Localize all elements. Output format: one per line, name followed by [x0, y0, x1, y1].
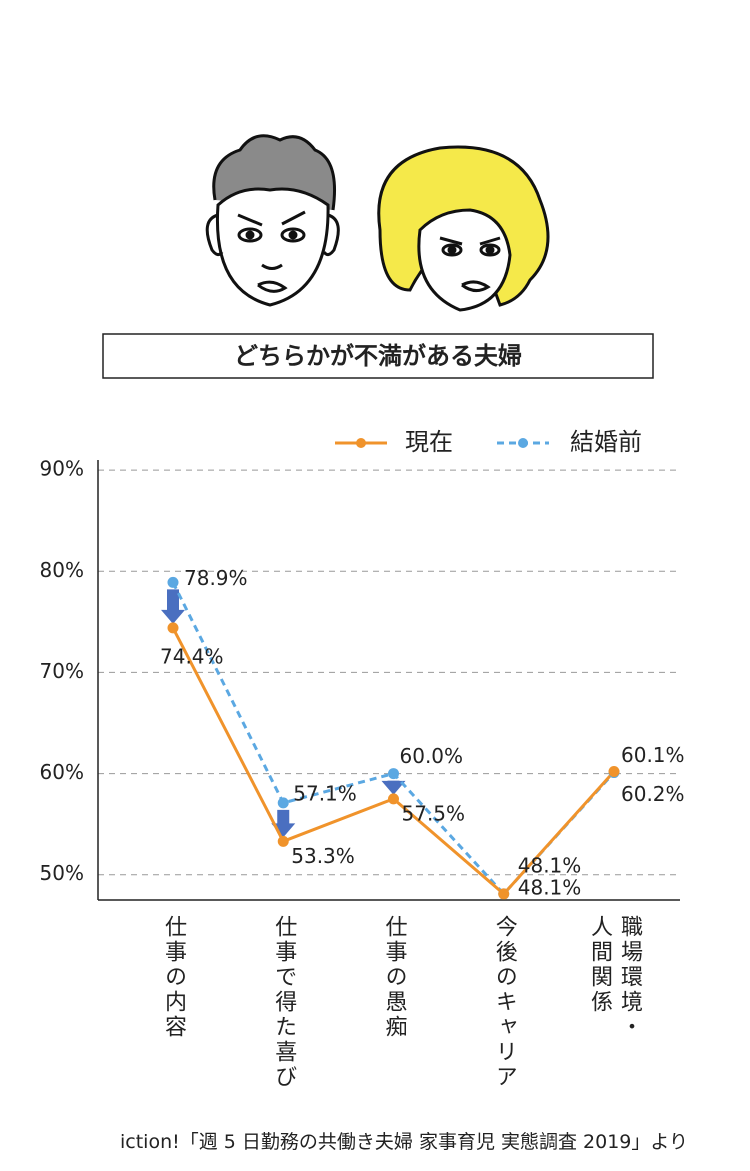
illustration [205, 134, 550, 312]
data-label: 57.5% [402, 801, 466, 825]
data-point [388, 768, 399, 780]
y-tick-label: 90% [40, 457, 84, 481]
data-label: 48.1% [518, 853, 582, 877]
data-label: 60.1% [621, 743, 685, 767]
data-point [608, 766, 620, 778]
x-tick-label: 職場環境・ 人間関係 [587, 915, 642, 1040]
data-label: 48.1% [518, 875, 582, 899]
data-label: 60.0% [400, 744, 464, 768]
legend-marker [356, 438, 366, 448]
x-tick-label: 仕事で得た喜び [271, 915, 297, 1090]
x-tick-label: 今後のキャリア [491, 915, 517, 1090]
x-tick-label: 仕事の内容 [161, 915, 186, 1040]
legend-marker [518, 438, 528, 448]
data-point [498, 888, 510, 900]
y-tick-label: 80% [40, 558, 84, 582]
data-point [277, 835, 289, 847]
data-label: 60.2% [621, 782, 685, 806]
source-note: iction!「週 5 日勤務の共働き夫婦 家事育児 実態調査 2019」より [120, 1131, 688, 1153]
data-point [277, 797, 289, 809]
data-label: 57.1% [293, 781, 357, 805]
data-label: 74.4% [160, 644, 224, 668]
decrease-arrow [161, 589, 185, 624]
y-tick-label: 60% [40, 760, 84, 784]
data-point [167, 622, 179, 634]
legend-label: 結婚前 [570, 428, 642, 456]
decrease-arrow [271, 809, 296, 838]
y-tick-label: 70% [40, 659, 84, 683]
data-label: 78.9% [184, 566, 248, 590]
legend-label: 現在 [405, 428, 453, 456]
data-point [388, 793, 399, 805]
data-label: 53.3% [291, 844, 355, 868]
x-tick-label: 仕事の愚痴 [381, 915, 407, 1040]
y-tick-label: 50% [40, 861, 84, 885]
chart-title: どちらかが不満がある夫婦 [234, 342, 522, 370]
decrease-arrow [381, 780, 406, 795]
data-point [167, 576, 179, 588]
title-box [102, 333, 654, 379]
